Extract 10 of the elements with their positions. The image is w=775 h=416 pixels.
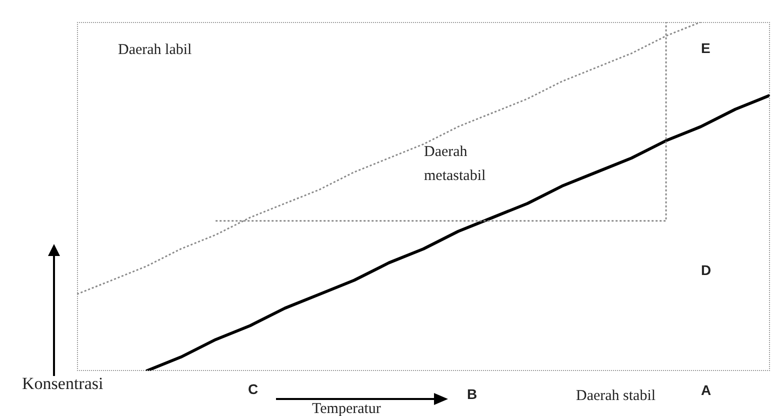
annotation: Daerah labil (118, 41, 192, 60)
text: A (701, 381, 712, 400)
y-axis-title: Konsentrasi (22, 374, 104, 394)
annotation: D (701, 261, 712, 280)
x-axis-title: Temperatur (312, 401, 381, 416)
text: B (467, 385, 478, 404)
annotation: Daerah metastabil (424, 143, 487, 186)
text: C (248, 380, 258, 399)
text: Daerah stabil (576, 387, 656, 406)
annotation: E (701, 39, 710, 58)
